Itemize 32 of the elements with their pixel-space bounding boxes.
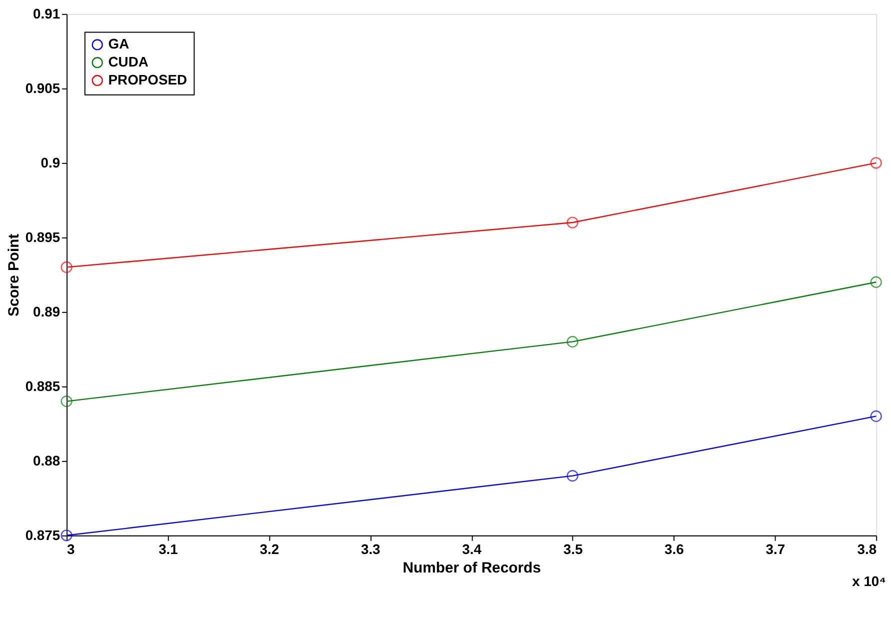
x-tick-label: 3 bbox=[67, 540, 76, 557]
text: x 10⁴ bbox=[852, 573, 886, 590]
x-tick-label: 3.5 bbox=[563, 540, 583, 557]
x-tick-label: 3.8 bbox=[857, 540, 877, 557]
legend-label: CUDA bbox=[108, 54, 148, 70]
y-tick-label: 0.885 bbox=[25, 378, 60, 394]
legend-label: PROPOSED bbox=[108, 71, 188, 88]
point bbox=[566, 470, 578, 482]
y-tick-label: 0.91 bbox=[33, 5, 60, 22]
y-axis-title: Score Point bbox=[6, 234, 22, 316]
y-tick-label: 0.895 bbox=[25, 228, 60, 245]
y-tick-label: 0.88 bbox=[33, 452, 60, 468]
point bbox=[870, 157, 882, 169]
point bbox=[60, 261, 72, 273]
x-tick-label: 3.2 bbox=[260, 540, 280, 557]
point bbox=[60, 396, 72, 408]
x-tick-label: 3.7 bbox=[766, 540, 786, 557]
x-axis-title: Number of Records bbox=[402, 560, 541, 577]
y-tick-label: 0.905 bbox=[25, 80, 60, 96]
point bbox=[566, 216, 578, 228]
x-tick-label: 3.6 bbox=[664, 540, 684, 557]
x-tick-label: 3.4 bbox=[462, 540, 482, 557]
y-tick-label: 0.9 bbox=[40, 154, 60, 170]
point bbox=[870, 276, 882, 288]
y-tick-label: 0.89 bbox=[33, 303, 60, 320]
y-tick-label: 0.875 bbox=[25, 526, 60, 543]
x-tick-label: 3.3 bbox=[360, 540, 381, 557]
point bbox=[870, 410, 882, 422]
x-tick-label: 3.1 bbox=[158, 540, 178, 557]
point bbox=[566, 336, 578, 348]
point bbox=[60, 530, 72, 542]
legend-label: GA bbox=[108, 36, 130, 52]
